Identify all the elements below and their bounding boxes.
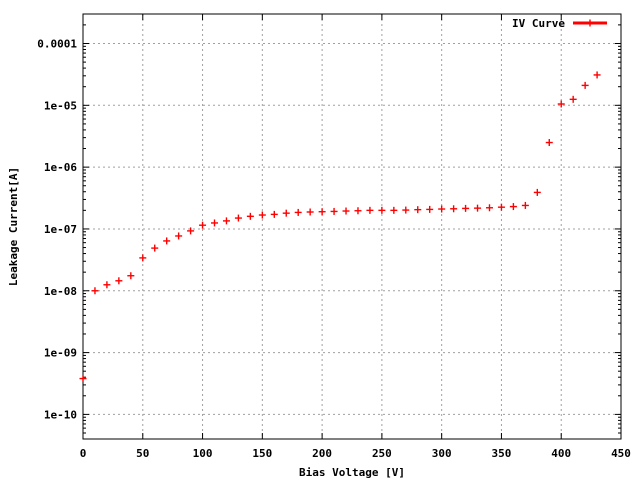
data-point bbox=[139, 254, 147, 262]
y-tick-label: 1e-08 bbox=[44, 285, 77, 298]
data-point bbox=[318, 208, 326, 216]
data-point bbox=[569, 95, 577, 103]
x-axis-label: Bias Voltage [V] bbox=[299, 466, 405, 479]
data-point bbox=[533, 188, 541, 196]
data-point bbox=[402, 206, 410, 214]
data-point bbox=[282, 209, 290, 217]
data-point bbox=[306, 208, 314, 216]
plot-frame bbox=[82, 13, 622, 440]
data-point bbox=[211, 219, 219, 227]
data-point bbox=[163, 237, 171, 245]
data-point bbox=[115, 277, 123, 285]
data-point bbox=[222, 217, 230, 225]
y-axis-label: Leakage Current[A] bbox=[7, 167, 20, 286]
data-point bbox=[438, 205, 446, 213]
legend-plus-marker bbox=[586, 19, 594, 27]
data-point bbox=[366, 206, 374, 214]
data-point bbox=[103, 281, 111, 289]
grid-layer bbox=[83, 14, 621, 439]
data-point bbox=[497, 203, 505, 211]
data-point bbox=[390, 206, 398, 214]
data-point bbox=[175, 232, 183, 240]
data-point bbox=[581, 81, 589, 89]
y-tick-label: 1e-07 bbox=[44, 223, 77, 236]
data-point bbox=[485, 204, 493, 212]
data-point bbox=[414, 206, 422, 214]
marker-layer bbox=[79, 71, 601, 383]
data-point bbox=[246, 212, 254, 220]
y-tick-label: 1e-05 bbox=[44, 99, 77, 112]
data-point bbox=[557, 100, 565, 108]
data-point bbox=[294, 208, 302, 216]
data-point bbox=[151, 244, 159, 252]
data-point bbox=[187, 227, 195, 235]
data-point bbox=[354, 207, 362, 215]
legend-marker bbox=[586, 19, 594, 27]
x-tick-label: 150 bbox=[252, 447, 272, 460]
legend: IV Curve bbox=[512, 17, 607, 30]
tick-label-layer: 0 50 100 150 200 250 300 350 400 450 1e-10 1e-09 1e-… bbox=[37, 37, 631, 460]
y-tick-label: 0.0001 bbox=[37, 37, 77, 50]
data-point bbox=[330, 207, 338, 215]
data-point bbox=[426, 205, 434, 213]
data-point bbox=[509, 203, 517, 211]
x-tick-label: 400 bbox=[551, 447, 571, 460]
data-point bbox=[234, 214, 242, 222]
data-point bbox=[79, 375, 87, 383]
x-tick-label: 200 bbox=[312, 447, 332, 460]
data-point bbox=[521, 201, 529, 209]
y-tick-label: 1e-09 bbox=[44, 347, 77, 360]
data-point bbox=[462, 204, 470, 212]
y-tick-label: 1e-10 bbox=[44, 408, 77, 421]
x-tick-label: 450 bbox=[611, 447, 631, 460]
x-tick-label: 100 bbox=[193, 447, 213, 460]
x-tick-label: 250 bbox=[372, 447, 392, 460]
tick-layer bbox=[82, 14, 622, 439]
x-tick-label: 350 bbox=[492, 447, 512, 460]
x-tick-label: 0 bbox=[80, 447, 87, 460]
data-point bbox=[593, 71, 601, 79]
data-point bbox=[378, 206, 386, 214]
legend-label: IV Curve bbox=[512, 17, 565, 30]
data-point bbox=[450, 205, 458, 213]
x-tick-label: 50 bbox=[136, 447, 149, 460]
data-point bbox=[545, 139, 553, 147]
data-point bbox=[270, 210, 278, 218]
data-point bbox=[474, 204, 482, 212]
data-point bbox=[91, 287, 99, 295]
data-point bbox=[199, 221, 207, 229]
x-tick-label: 300 bbox=[432, 447, 452, 460]
data-point bbox=[342, 207, 350, 215]
data-point bbox=[258, 211, 266, 219]
y-tick-label: 1e-06 bbox=[44, 161, 77, 174]
data-point bbox=[127, 272, 135, 280]
